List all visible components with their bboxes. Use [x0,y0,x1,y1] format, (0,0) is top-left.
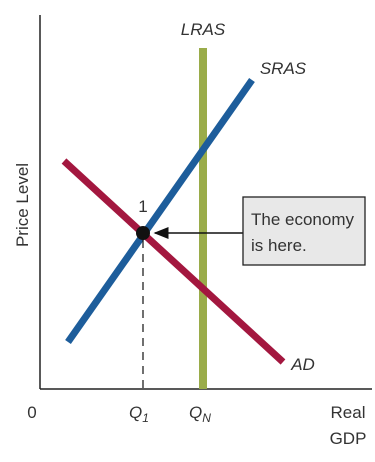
equilibrium-point [136,226,150,240]
y-axis-label: Price Level [13,163,32,247]
q1-label: Q1 [129,403,149,425]
sras-label: SRAS [260,59,307,78]
origin-label: 0 [27,403,36,422]
ad-line [61,158,286,365]
callout-text: is here. [251,236,307,255]
sras-line [65,77,255,345]
q1-sub: 1 [142,411,149,425]
qn-main: Q [189,403,202,422]
callout-text: The economy [251,210,354,229]
point-label: 1 [138,197,147,216]
x-axis-label: Real [331,403,366,422]
qn-label: QN [189,403,211,425]
q1-main: Q [129,403,142,422]
qn-sub: N [202,411,211,425]
x-axis-label: GDP [330,429,367,448]
callout-box [242,196,366,266]
ad-label: AD [290,355,315,374]
lras-label: LRAS [181,20,226,39]
